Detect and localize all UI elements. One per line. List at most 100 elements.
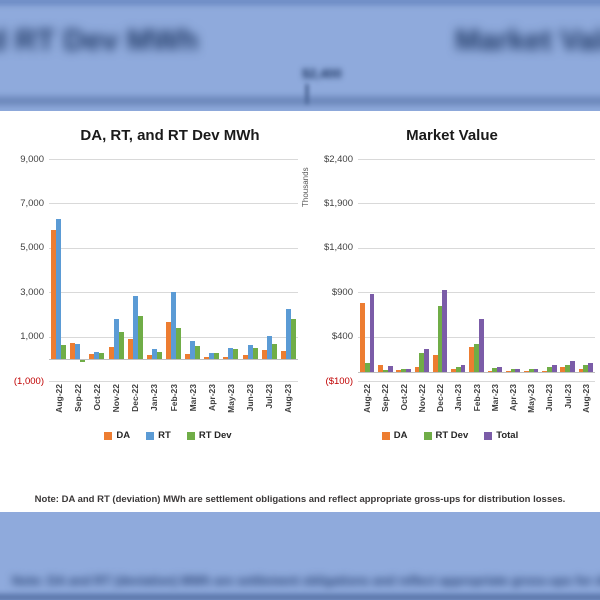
bar — [424, 349, 429, 373]
bar — [51, 230, 57, 359]
bar — [469, 346, 475, 373]
bar — [56, 218, 62, 359]
blurred-axis-line — [306, 84, 308, 104]
bar — [99, 353, 105, 359]
bar — [497, 366, 502, 373]
bar — [578, 368, 584, 373]
y-tick-label: $900 — [331, 286, 353, 298]
bar — [108, 347, 114, 359]
x-tick-label: Dec-22 — [435, 384, 446, 412]
bar — [369, 293, 375, 373]
legend-swatch — [146, 432, 155, 440]
gridline — [358, 159, 595, 160]
bar — [405, 369, 411, 373]
bar — [61, 345, 67, 359]
x-tick-label: Aug-22 — [53, 384, 64, 413]
gridline — [49, 159, 298, 160]
x-tick-label: Apr-23 — [507, 384, 518, 411]
x-tick-label: Feb-23 — [471, 384, 482, 412]
bar — [396, 370, 402, 373]
bar — [171, 292, 176, 359]
bar — [190, 340, 196, 359]
legend-item: DA — [104, 431, 130, 441]
x-tick-label: Jan-23 — [149, 384, 160, 411]
bar — [156, 351, 162, 359]
bar — [247, 344, 253, 359]
bar — [242, 354, 248, 359]
y-tick-label: $1,900 — [323, 197, 353, 209]
bar — [565, 364, 571, 373]
x-tick-label: Feb-23 — [168, 384, 179, 412]
x-tick-label: Sep-22 — [380, 384, 391, 412]
bar — [285, 309, 291, 359]
bar — [204, 356, 210, 359]
bar — [478, 318, 484, 373]
bar — [127, 338, 133, 359]
x-tick-label: Mar-23 — [187, 384, 198, 412]
bar — [146, 355, 152, 359]
left-chart-title: DA, RT, and RT Dev MWh — [80, 127, 260, 144]
legend-swatch — [423, 432, 432, 440]
legend-item: RT Dev — [423, 431, 468, 441]
bar — [209, 353, 215, 359]
legend-label: RT Dev — [198, 430, 232, 441]
x-tick-label: Apr-23 — [206, 384, 217, 411]
bar — [176, 327, 181, 359]
bar — [280, 351, 286, 359]
bar — [252, 347, 258, 359]
bar — [533, 368, 539, 373]
bar — [387, 366, 393, 373]
y-tick-label: 7,000 — [20, 197, 44, 209]
bar — [233, 349, 239, 359]
gridline — [49, 381, 298, 382]
y-tick-label: $400 — [331, 331, 353, 343]
bar — [266, 335, 272, 359]
bar — [528, 369, 534, 373]
bar — [474, 343, 479, 373]
legend-item: RT — [146, 431, 171, 441]
blurred-right-chart-title: Market Value — [455, 24, 600, 57]
right-chart-legend: DA RT Dev Total — [310, 430, 590, 442]
x-tick-label: Nov-22 — [416, 384, 427, 413]
bar — [228, 348, 234, 359]
bar — [359, 302, 365, 373]
bar — [437, 306, 443, 373]
x-tick-label: Nov-22 — [111, 384, 122, 413]
x-tick-label: May-23 — [225, 384, 236, 413]
gridline — [358, 292, 595, 294]
blurred-gridline — [0, 98, 600, 104]
x-tick-label: May-23 — [526, 384, 537, 413]
x-tick-label: Oct-22 — [398, 384, 409, 411]
legend-swatch — [484, 432, 493, 440]
bar — [75, 344, 81, 359]
x-tick-label: Sep-22 — [72, 384, 83, 412]
legend-label: Total — [496, 430, 519, 441]
bar — [442, 289, 448, 373]
footnote-text: Note: DA and RT (deviation) MWh are sett… — [34, 494, 566, 505]
legend-swatch — [381, 432, 390, 440]
legend-label: DA — [116, 430, 131, 441]
x-tick-label: Aug-23 — [283, 384, 294, 413]
bar — [94, 351, 100, 359]
x-tick-label: Jul-23 — [562, 384, 573, 409]
bar — [570, 361, 575, 373]
blurred-left-chart-title: DA, RT, and RT Dev MWh — [0, 24, 199, 57]
bar — [195, 345, 201, 359]
legend-item: DA — [381, 431, 408, 441]
legend-label: RT — [158, 430, 171, 441]
blurred-axis-label: $2,400 — [302, 66, 342, 81]
bar — [414, 367, 420, 373]
x-tick-label: Oct-22 — [91, 384, 102, 411]
bar — [451, 369, 456, 373]
bar — [542, 370, 548, 373]
zero-line — [49, 358, 298, 360]
bar — [487, 370, 493, 373]
gridline — [49, 247, 298, 249]
x-tick-label: Mar-23 — [489, 384, 500, 412]
bar — [89, 353, 95, 359]
bar — [185, 353, 191, 359]
gridline — [358, 203, 595, 205]
bar — [382, 370, 388, 373]
x-tick-label: Jul-23 — [264, 384, 275, 409]
bar — [551, 364, 557, 373]
